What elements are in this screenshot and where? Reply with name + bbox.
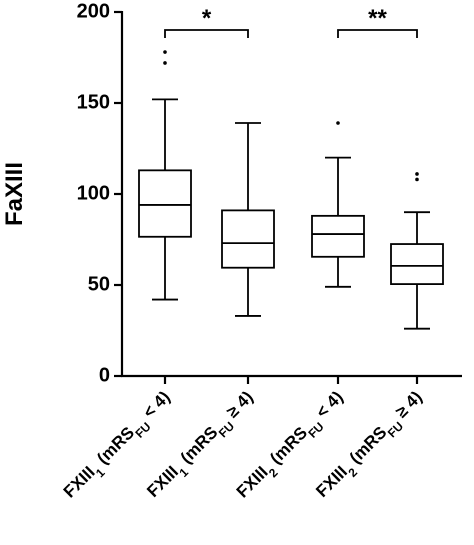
significance-label: * [202,5,212,32]
y-tick-label: 0 [99,364,110,386]
significance-label: ** [368,5,387,32]
y-axis-label: FaXIII [1,162,28,226]
label-part: ≥ 4) [219,387,256,424]
label-part: ≥ 4) [388,387,425,424]
y-tick-label: 100 [77,182,110,204]
box [311,214,365,258]
box [138,169,192,238]
label-part: FXIII [143,462,182,501]
y-tick-label: 200 [77,0,110,22]
label-part: (mRS [342,423,390,471]
y-tick-label: 50 [88,273,110,295]
box [221,209,275,269]
label-part: FXIII [312,462,351,501]
label-part: (mRS [263,423,311,471]
label-part: < 4) [309,387,347,425]
significance-bracket [164,29,249,38]
outlier [415,172,419,176]
significance-bracket [337,29,418,38]
label-part: < 4) [136,387,174,425]
y-tick-label: 150 [77,91,110,113]
outlier [336,121,340,125]
label-part: (mRS [173,423,221,471]
outlier [163,61,167,65]
label-part: FXIII [233,463,272,502]
outlier [163,50,167,54]
outlier [415,177,419,182]
label-part: FXIII [60,463,99,502]
label-part: (mRS [90,423,138,471]
box [390,243,444,285]
